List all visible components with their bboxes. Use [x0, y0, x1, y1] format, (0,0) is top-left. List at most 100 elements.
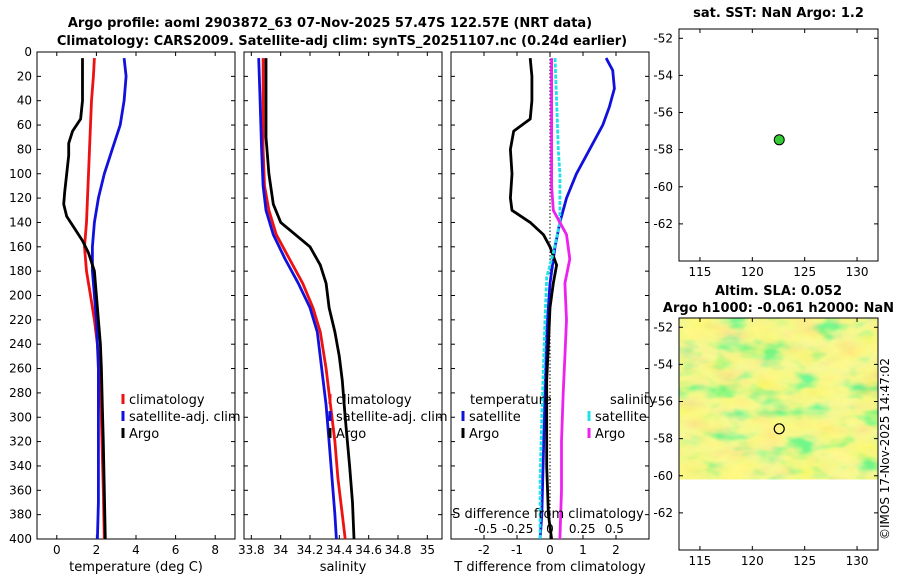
ytick-label: -52 [653, 31, 673, 45]
ytick-label: 220 [9, 313, 32, 327]
legend-label: satellite [469, 410, 521, 425]
map-title-sla-line2: Argo h1000: -0.061 h2000: NaN [663, 301, 894, 316]
legend-label: Argo [469, 427, 499, 442]
xtick-label: -2 [478, 543, 490, 557]
xtick-label: 115 [688, 265, 711, 279]
map-title-sla-line1: Altim. SLA: 0.052 [715, 284, 842, 299]
ytick-label: 160 [9, 240, 32, 254]
plot-frame-temperature [36, 51, 236, 540]
ytick-label: -58 [653, 432, 673, 446]
ytick-label: -60 [653, 469, 673, 483]
series-line-satellite-adj-clim [91, 57, 128, 540]
xlabel2-salinity-diff: S difference from climatology [452, 507, 644, 522]
xtick-label: 34.6 [355, 543, 382, 557]
ytick-label: 100 [9, 167, 32, 181]
xtick-label: 35 [420, 543, 435, 557]
panel-sst_map: 115 120 125 130 -52 -54 -56 -58 -60 -62 sat. SST: … [653, 6, 879, 279]
legend-label: climatology [336, 393, 412, 408]
ytick-label: 0 [24, 45, 32, 59]
xtick-label: 120 [741, 265, 764, 279]
plot-frame-salinity [243, 51, 443, 540]
series-line-t-satellite [538, 57, 616, 540]
ytick-label: 260 [9, 362, 32, 376]
xtick-label: 34.4 [326, 543, 353, 557]
ytick-label: 380 [9, 508, 32, 522]
ytick-label: 300 [9, 410, 32, 424]
xtick-label: 130 [846, 554, 869, 568]
series-line-s-argo [550, 58, 572, 540]
ytick-label: -62 [653, 217, 673, 231]
series-line-argo [264, 58, 356, 540]
ytick-label: 340 [9, 459, 32, 473]
ytick-label: 140 [9, 215, 32, 229]
xtick-label: -1 [511, 543, 523, 557]
xtick-label: 125 [793, 265, 816, 279]
ytick-label: 80 [17, 142, 32, 156]
panel-sla_map: 115 120 125 130 -52 -54 -56 -58 -60 -62 Altim. SLA… [653, 284, 894, 568]
ytick-label: 60 [17, 118, 32, 132]
series-line-satellite-adj-clim [257, 58, 338, 540]
xtick2-label: 0.25 [569, 522, 596, 536]
legend-label: climatology [129, 393, 205, 408]
xlabel-salinity: salinity [320, 560, 367, 575]
legend-title-salinity: salinity [610, 393, 657, 408]
xtick-label: 0 [546, 543, 554, 557]
ytick-label: 280 [9, 386, 32, 400]
legend-label: Argo [336, 427, 366, 442]
series-line-s-satellite [538, 58, 562, 539]
ytick-label: 200 [9, 289, 32, 303]
xtick2-label: -0.25 [502, 522, 533, 536]
xlabel-temperature: temperature (deg C) [69, 560, 203, 575]
map-frame-sla_map [678, 317, 879, 551]
ytick-label: 20 [17, 69, 32, 83]
legend-label: satellite [595, 410, 647, 425]
legend-label: satellite-adj. clim [129, 410, 241, 425]
legend-label: Argo [595, 427, 625, 442]
xtick-label: 8 [211, 543, 219, 557]
xtick-label: 34 [273, 543, 288, 557]
xtick-label: 34.8 [385, 543, 412, 557]
ytick-label: 320 [9, 435, 32, 449]
xtick-label: 4 [132, 543, 140, 557]
xtick-label: 125 [793, 554, 816, 568]
xtick-label: 33.8 [238, 543, 265, 557]
ytick-label: 120 [9, 191, 32, 205]
watermark: ©IMOS 17-Nov-2025 14:47:02 [878, 358, 892, 540]
xtick2-label: -0.5 [474, 522, 497, 536]
xtick-label: 2 [612, 543, 620, 557]
panel-difference: -2 -1 0 1 2 T difference from climatology temp… [450, 51, 657, 575]
xtick-label: 2 [93, 543, 101, 557]
xtick-label: 0 [53, 543, 61, 557]
series-line-t-argo [509, 57, 558, 540]
ytick-label: 360 [9, 483, 32, 497]
argo-location-point [773, 423, 785, 435]
ytick-label: -52 [653, 320, 673, 334]
figure-title-line1: Argo profile: aoml 2903872_63 07-Nov-202… [68, 16, 592, 31]
xlabel-difference: T difference from climatology [453, 560, 646, 575]
ytick-label: 180 [9, 264, 32, 278]
figure-title-line2: Climatology: CARS2009. Satellite-adj cli… [57, 34, 627, 49]
ytick-label: -62 [653, 506, 673, 520]
legend-title-temperature: temperature [470, 393, 552, 408]
legend-label: Argo [129, 427, 159, 442]
xtick-label: 120 [741, 554, 764, 568]
argo-location-point [773, 134, 785, 146]
xtick2-label: 0 [546, 522, 554, 536]
map-title-sst: sat. SST: NaN Argo: 1.2 [693, 6, 864, 21]
ytick-label: -56 [653, 106, 673, 120]
ytick-label: 40 [17, 94, 32, 108]
map-frame-sst_map [678, 28, 879, 262]
xtick-label: 130 [846, 265, 869, 279]
series-line-argo [62, 58, 107, 540]
ytick-label: -56 [653, 395, 673, 409]
xtick-label: 6 [172, 543, 180, 557]
xtick-label: 115 [688, 554, 711, 568]
xtick-label: 1 [579, 543, 587, 557]
ytick-label: -54 [653, 68, 673, 82]
legend-label: satellite-adj. clim [336, 410, 448, 425]
ytick-label: -54 [653, 357, 673, 371]
panel-salinity: 33.8 34 34.2 34.4 34.6 34.8 35 salinity climatol… [238, 51, 448, 575]
xtick2-label: 0.5 [605, 522, 624, 536]
ytick-label: 400 [9, 532, 32, 546]
